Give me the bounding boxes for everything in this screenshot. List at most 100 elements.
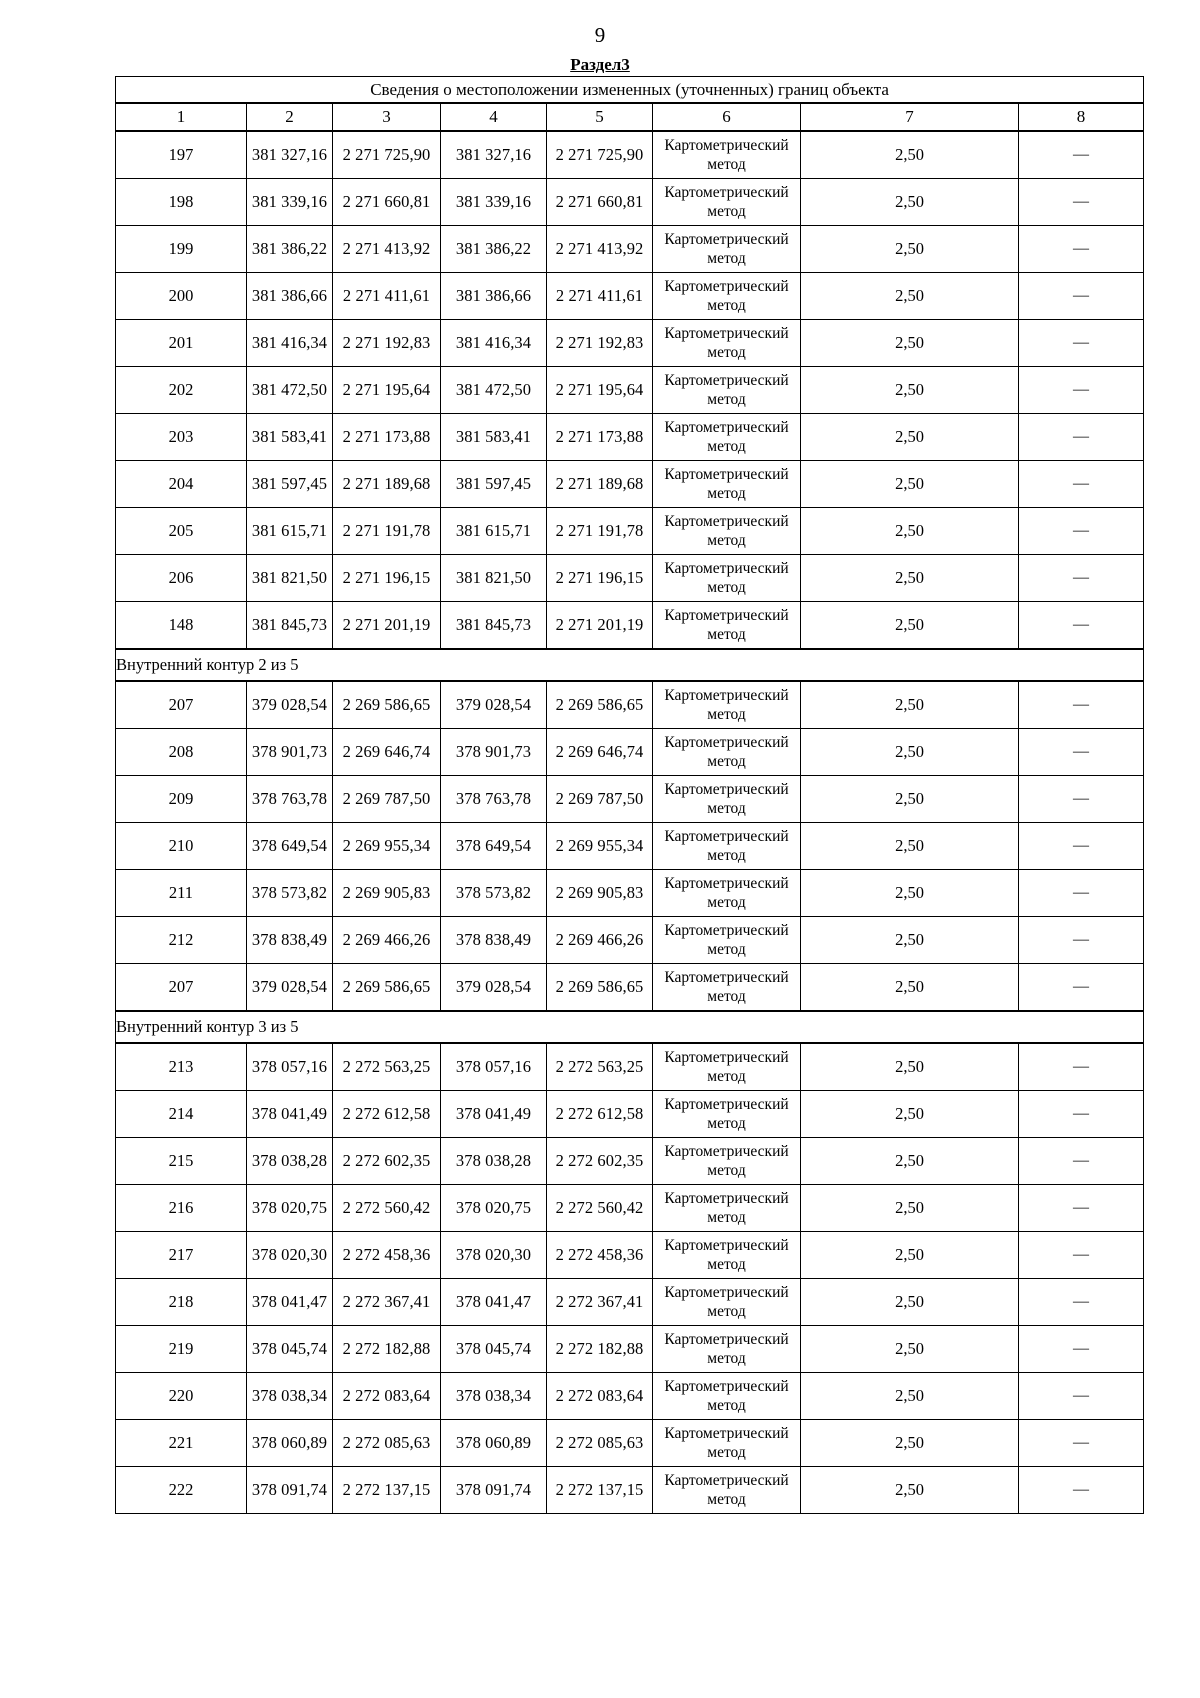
table-row: 209 378 763,78 2 269 787,50 378 763,78 2 269…: [115, 775, 1145, 823]
cell-note: —: [1017, 130, 1145, 179]
table-row: 198 381 339,16 2 271 660,81 381 339,16 2 271…: [115, 178, 1145, 226]
contour-separator-row: Внутренний контур 2 из 5: [114, 648, 1145, 682]
cell-x-updated: 381 386,22: [440, 225, 547, 273]
cell-x-previous: 378 020,30: [246, 1231, 333, 1279]
cell-point-number: 219: [115, 1325, 247, 1373]
cell-x-updated: 378 020,75: [440, 1184, 547, 1232]
cell-y-previous: 2 269 586,65: [332, 680, 441, 729]
cell-x-updated: 379 028,54: [440, 963, 547, 1012]
column-number-2: 2: [246, 102, 333, 132]
cell-note: —: [1017, 775, 1145, 823]
cell-y-updated: 2 272 563,25: [546, 1042, 653, 1091]
cell-x-updated: 378 038,34: [440, 1372, 547, 1420]
cell-note: —: [1017, 869, 1145, 917]
cell-point-number: 220: [115, 1372, 247, 1420]
cell-accuracy: 2,50: [800, 130, 1019, 179]
cell-accuracy: 2,50: [800, 963, 1019, 1012]
cell-y-updated: 2 272 182,88: [546, 1325, 653, 1373]
cell-x-updated: 381 821,50: [440, 554, 547, 602]
cell-x-previous: 378 020,75: [246, 1184, 333, 1232]
cell-x-previous: 378 045,74: [246, 1325, 333, 1373]
cell-y-previous: 2 269 905,83: [332, 869, 441, 917]
cell-y-updated: 2 271 411,61: [546, 272, 653, 320]
cell-determination-method: Картометрический метод: [652, 178, 801, 226]
cell-point-number: 214: [115, 1090, 247, 1138]
cell-note: —: [1017, 1278, 1145, 1326]
table-row: 214 378 041,49 2 272 612,58 378 041,49 2 272…: [115, 1090, 1145, 1138]
table-row: 200 381 386,66 2 271 411,61 381 386,66 2 271…: [115, 272, 1145, 320]
cell-x-previous: 381 821,50: [246, 554, 333, 602]
table-row: 205 381 615,71 2 271 191,78 381 615,71 2 271…: [115, 507, 1145, 555]
cell-x-previous: 381 615,71: [246, 507, 333, 555]
cell-determination-method: Картометрический метод: [652, 1090, 801, 1138]
table-row: 206 381 821,50 2 271 196,15 381 821,50 2 271…: [115, 554, 1145, 602]
cell-accuracy: 2,50: [800, 225, 1019, 273]
cell-x-previous: 381 416,34: [246, 319, 333, 367]
cell-x-previous: 381 472,50: [246, 366, 333, 414]
cell-x-previous: 378 763,78: [246, 775, 333, 823]
cell-point-number: 204: [115, 460, 247, 508]
cell-y-updated: 2 271 192,83: [546, 319, 653, 367]
cell-determination-method: Картометрический метод: [652, 1466, 801, 1514]
cell-x-previous: 378 057,16: [246, 1042, 333, 1091]
cell-x-updated: 378 057,16: [440, 1042, 547, 1091]
cell-y-updated: 2 269 955,34: [546, 822, 653, 870]
cell-x-updated: 381 416,34: [440, 319, 547, 367]
cell-determination-method: Картометрический метод: [652, 916, 801, 964]
table-caption-row: Сведения о местоположении измененных (ут…: [114, 76, 1145, 104]
cell-y-previous: 2 269 955,34: [332, 822, 441, 870]
cell-accuracy: 2,50: [800, 1137, 1019, 1185]
cell-note: —: [1017, 1090, 1145, 1138]
cell-x-previous: 379 028,54: [246, 963, 333, 1012]
cell-y-updated: 2 272 602,35: [546, 1137, 653, 1185]
table-row: 222 378 091,74 2 272 137,15 378 091,74 2 272…: [115, 1466, 1145, 1514]
cell-x-updated: 381 327,16: [440, 130, 547, 179]
cell-point-number: 206: [115, 554, 247, 602]
cell-y-updated: 2 272 560,42: [546, 1184, 653, 1232]
column-number-6: 6: [652, 102, 801, 132]
cell-accuracy: 2,50: [800, 728, 1019, 776]
cell-x-previous: 378 041,47: [246, 1278, 333, 1326]
cell-accuracy: 2,50: [800, 1325, 1019, 1373]
column-number-5: 5: [546, 102, 653, 132]
cell-y-updated: 2 272 137,15: [546, 1466, 653, 1514]
page-number: 9: [594, 23, 606, 47]
cell-note: —: [1017, 413, 1145, 461]
cell-x-updated: 381 597,45: [440, 460, 547, 508]
cell-accuracy: 2,50: [800, 1278, 1019, 1326]
section-heading: Раздел3: [570, 55, 630, 74]
cell-note: —: [1017, 1372, 1145, 1420]
cell-y-updated: 2 271 196,15: [546, 554, 653, 602]
cell-determination-method: Картометрический метод: [652, 728, 801, 776]
cell-x-previous: 381 327,16: [246, 130, 333, 179]
table-row: 207 379 028,54 2 269 586,65 379 028,54 2 269…: [115, 680, 1145, 729]
cell-x-previous: 378 573,82: [246, 869, 333, 917]
cell-x-previous: 381 583,41: [246, 413, 333, 461]
cell-y-previous: 2 271 196,15: [332, 554, 441, 602]
cell-point-number: 202: [115, 366, 247, 414]
coordinates-table-wrapper: Сведения о местоположении измененных (ут…: [114, 76, 1145, 1514]
cell-point-number: 209: [115, 775, 247, 823]
cell-note: —: [1017, 1325, 1145, 1373]
cell-x-previous: 381 339,16: [246, 178, 333, 226]
table-row: 208 378 901,73 2 269 646,74 378 901,73 2 269…: [115, 728, 1145, 776]
cell-note: —: [1017, 225, 1145, 273]
table-row: 219 378 045,74 2 272 182,88 378 045,74 2 272…: [115, 1325, 1145, 1373]
cell-determination-method: Картометрический метод: [652, 822, 801, 870]
cell-note: —: [1017, 601, 1145, 650]
cell-x-updated: 381 615,71: [440, 507, 547, 555]
cell-point-number: 222: [115, 1466, 247, 1514]
cell-y-previous: 2 271 201,19: [332, 601, 441, 650]
cell-determination-method: Картометрический метод: [652, 413, 801, 461]
cell-y-updated: 2 271 413,92: [546, 225, 653, 273]
cell-accuracy: 2,50: [800, 507, 1019, 555]
cell-accuracy: 2,50: [800, 413, 1019, 461]
cell-determination-method: Картометрический метод: [652, 680, 801, 729]
cell-point-number: 198: [115, 178, 247, 226]
table-row: 199 381 386,22 2 271 413,92 381 386,22 2 271…: [115, 225, 1145, 273]
contour-separator-row: Внутренний контур 3 из 5: [114, 1010, 1145, 1044]
cell-point-number: 213: [115, 1042, 247, 1091]
table-row: 218 378 041,47 2 272 367,41 378 041,47 2 272…: [115, 1278, 1145, 1326]
cell-x-previous: 378 041,49: [246, 1090, 333, 1138]
